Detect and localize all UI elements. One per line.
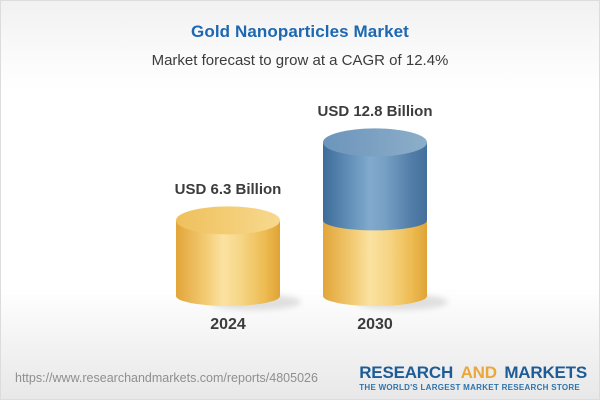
- cylinder-top: [176, 206, 280, 235]
- footer: https://www.researchandmarkets.com/repor…: [15, 364, 587, 392]
- x-axis-label-2030: 2030: [357, 316, 393, 333]
- bar-segment-growth-to-2030: [323, 142, 427, 231]
- value-label-2024: USD 6.3 Billion: [174, 181, 282, 199]
- chart-title: Gold Nanoparticles Market: [191, 22, 409, 41]
- logo-word-research: RESEARCH: [359, 363, 454, 382]
- value-label-2030: USD 12.8 Billion: [317, 103, 433, 121]
- researchandmarkets-logo: RESEARCH AND MARKETS THE WORLD'S LARGEST…: [359, 364, 587, 392]
- bar-segment-base-2024-level: [323, 220, 427, 306]
- logo-word-and: AND: [460, 363, 497, 382]
- bar-segment-value-2024: [176, 220, 280, 306]
- logo-word-markets: MARKETS: [504, 363, 587, 382]
- logo-tagline: THE WORLD'S LARGEST MARKET RESEARCH STOR…: [359, 383, 581, 392]
- chart-subtitle: Market forecast to grow at a CAGR of 12.…: [151, 52, 449, 69]
- logo-wordmark: RESEARCH AND MARKETS: [359, 364, 587, 381]
- x-axis-label-2024: 2024: [210, 316, 246, 333]
- report-url[interactable]: https://www.researchandmarkets.com/repor…: [15, 371, 318, 385]
- cylinder-top: [323, 128, 427, 157]
